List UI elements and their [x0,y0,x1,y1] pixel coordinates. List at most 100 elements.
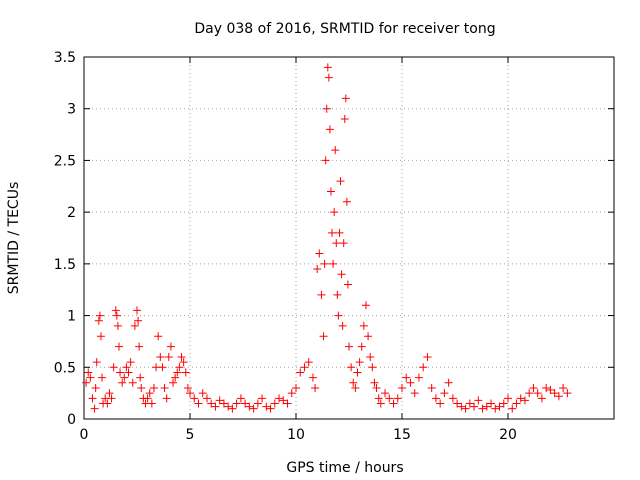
data-point [258,394,267,403]
data-point [156,352,165,361]
data-point [504,394,512,403]
y-tick-label: 3.5 [54,50,76,66]
data-point [376,399,385,408]
data-point [308,373,317,382]
data-point [253,399,262,408]
data-point [495,402,504,411]
data-point [279,396,288,405]
data-point [207,399,216,408]
data-point [364,332,373,341]
data-point [137,383,146,392]
data-point [275,394,284,403]
data-point [315,249,324,258]
data-point [270,399,279,408]
data-point [482,402,491,411]
data-point [563,389,572,398]
data-point [406,378,415,387]
data-point [311,383,320,392]
data-point [499,399,508,408]
data-point [331,146,340,155]
data-point [385,394,394,403]
data-point [98,373,107,382]
data-point [345,342,353,351]
data-point [431,394,440,403]
data-point [537,394,546,403]
data-point [105,389,114,398]
data-point [95,311,104,320]
data-points [82,63,572,413]
data-point [320,259,329,268]
data-point [133,306,141,315]
data-point [334,311,343,320]
data-point [525,389,534,398]
x-tick-label: 0 [80,427,89,443]
y-tick-label: 2.5 [54,153,76,169]
data-point [135,342,144,351]
data-point [181,368,190,377]
data-point [342,197,351,206]
data-point [136,373,145,382]
data-point [340,115,349,124]
data-point [128,378,137,387]
data-point [160,383,169,392]
data-point [393,394,402,403]
data-point [164,352,173,361]
data-point [414,373,423,382]
data-point [149,383,158,392]
data-point [183,383,192,392]
data-point [154,332,163,341]
data-point [94,316,103,325]
data-point [88,394,97,403]
data-point [107,394,116,403]
data-point [169,378,178,387]
data-point [329,259,338,268]
data-point [202,394,211,403]
data-point [347,363,356,372]
data-point [402,373,411,382]
data-point [241,399,250,408]
data-point [166,342,175,351]
y-tick-label: 0.5 [54,360,76,376]
data-point [287,389,296,398]
data-point [296,368,305,377]
data-point [370,378,379,387]
data-point [215,396,224,405]
data-point [474,396,483,405]
data-point [103,399,112,408]
data-point [283,399,292,408]
data-point [292,383,300,392]
data-point [427,383,436,392]
chart-title: Day 038 of 2016, SRMTID for receiver ton… [194,21,495,37]
data-point [109,363,118,372]
data-point [372,383,381,392]
data-point [177,352,186,361]
data-point [198,389,207,398]
data-point [520,396,529,405]
grid-lines [84,57,614,419]
data-point [90,404,99,413]
axis-ticks: 0 5 10 15 20 0 0.5 1 1.5 2 2.5 3 3.5 [54,50,614,443]
data-point [349,378,358,387]
x-tick-label: 15 [393,427,411,443]
data-point [361,301,370,310]
data-point [319,332,328,341]
data-point [194,399,203,408]
data-point [114,342,123,351]
data-point [410,389,419,398]
data-point [381,389,390,398]
data-point [173,368,182,377]
x-tick-label: 5 [186,427,195,443]
data-point [559,383,568,392]
data-point [86,373,95,382]
y-tick-label: 3 [67,102,76,118]
data-point [91,383,100,392]
data-point [508,404,517,413]
data-point [335,228,344,237]
data-point [266,404,275,413]
data-point [457,402,466,411]
x-tick-label: 20 [499,427,517,443]
data-point [341,94,350,103]
data-point [326,187,335,196]
data-point [228,404,237,413]
